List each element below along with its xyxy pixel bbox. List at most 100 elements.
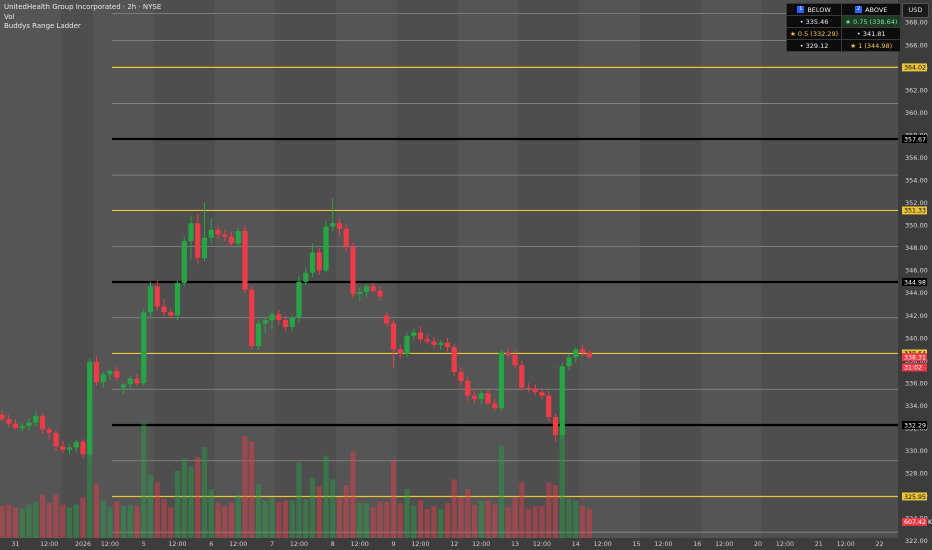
x-tick-label: 15 bbox=[632, 541, 640, 548]
current-price-tag-label: 607.42 K bbox=[904, 519, 932, 526]
candle-body bbox=[309, 252, 316, 273]
volume-indicator-label[interactable]: Vol bbox=[4, 12, 15, 21]
candle-body bbox=[424, 339, 430, 342]
session-band bbox=[700, 0, 762, 538]
y-tick-label: 354.00 bbox=[905, 177, 928, 185]
level-price-tag-label: 357.67 bbox=[904, 136, 926, 143]
volume-bar bbox=[471, 504, 478, 538]
candle-body bbox=[559, 366, 565, 436]
candle-body bbox=[93, 361, 100, 383]
candle-body bbox=[147, 286, 154, 313]
volume-bar bbox=[512, 497, 518, 538]
x-tick-label: 31 bbox=[11, 541, 19, 548]
x-tick-label: 16 bbox=[693, 541, 701, 548]
range-ladder-indicator-label[interactable]: Buddys Range Ladder bbox=[4, 22, 81, 30]
volume-bar bbox=[201, 447, 208, 538]
level-price-tag bbox=[902, 63, 927, 72]
volume-bar bbox=[235, 494, 241, 538]
volume-bar bbox=[444, 503, 451, 538]
volume-bar bbox=[60, 504, 66, 538]
x-tick-label: 12:00 bbox=[594, 541, 612, 548]
volume-bar bbox=[559, 426, 565, 538]
volume-bar bbox=[478, 500, 484, 538]
x-tick-label: 12:00 bbox=[533, 541, 551, 548]
above-header-label: ABOVE bbox=[865, 5, 888, 14]
candle-body bbox=[53, 432, 59, 447]
symbol-title[interactable]: UnitedHealth Group Incorporated · 2h · N… bbox=[4, 3, 162, 11]
y-tick-label: 340.00 bbox=[905, 334, 928, 342]
above-badge: 2 bbox=[855, 6, 863, 13]
level-price-tag bbox=[902, 134, 927, 143]
volume-bar bbox=[431, 506, 437, 538]
volume-bar bbox=[539, 506, 545, 538]
volume-bar bbox=[546, 482, 552, 538]
volume-bar bbox=[195, 457, 201, 538]
volume-bar bbox=[417, 500, 424, 538]
volume-bar bbox=[12, 507, 19, 538]
volume-bar bbox=[242, 436, 248, 538]
candle-body bbox=[458, 371, 464, 381]
volume-bar bbox=[384, 501, 390, 538]
volume-bar bbox=[498, 445, 505, 538]
x-tick-label: 12 bbox=[450, 541, 458, 548]
candle-body bbox=[188, 223, 194, 242]
candle-body bbox=[127, 378, 133, 385]
volume-bar bbox=[53, 494, 59, 538]
candle-body bbox=[60, 446, 66, 450]
below-header-label: BELOW bbox=[807, 5, 831, 14]
y-tick-label: 342.00 bbox=[905, 312, 928, 320]
x-tick-label: 12:00 bbox=[40, 541, 58, 548]
candle-body bbox=[19, 426, 25, 429]
volume-bar bbox=[404, 489, 410, 538]
y-tick-label: 360.00 bbox=[905, 109, 928, 117]
volume-bar bbox=[262, 500, 268, 538]
volume-bar bbox=[492, 504, 498, 538]
currency-button[interactable]: USD bbox=[902, 3, 929, 18]
x-tick-label: 12:00 bbox=[351, 541, 369, 548]
candle-body bbox=[478, 393, 484, 399]
volume-bar bbox=[377, 501, 383, 538]
level-price-tag-label: 351.33 bbox=[904, 208, 926, 215]
volume-bar bbox=[390, 461, 397, 538]
volume-bar bbox=[370, 507, 376, 538]
current-price-tag-label: 338.31 bbox=[904, 354, 926, 361]
session-band bbox=[93, 0, 154, 538]
session-band bbox=[0, 0, 61, 538]
volume-bar bbox=[296, 462, 302, 538]
candle-body bbox=[404, 335, 410, 354]
candle-body bbox=[208, 229, 214, 238]
x-tick-label: 12:00 bbox=[168, 541, 186, 548]
volume-bar bbox=[147, 475, 154, 538]
y-tick-label: 352.00 bbox=[905, 199, 928, 207]
above-cell-3: ★ 1 (344.98) bbox=[841, 39, 902, 52]
candle-body bbox=[87, 361, 93, 455]
y-tick-label: 366.00 bbox=[905, 41, 928, 49]
candle-body bbox=[201, 237, 208, 259]
y-tick-label: 344.00 bbox=[905, 289, 928, 297]
current-price-tag bbox=[902, 363, 927, 372]
volume-bar bbox=[303, 499, 309, 538]
x-tick-label: 5 bbox=[142, 541, 146, 548]
candle-body bbox=[26, 422, 32, 427]
candle-body bbox=[451, 347, 457, 372]
x-tick-label: 12:00 bbox=[229, 541, 247, 548]
candle-body bbox=[168, 312, 174, 316]
volume-bar bbox=[579, 506, 586, 538]
candle-body bbox=[411, 332, 417, 336]
volume-bar bbox=[46, 503, 52, 538]
candle-body bbox=[566, 357, 572, 367]
volume-bar bbox=[161, 499, 167, 538]
candle-body bbox=[519, 365, 525, 388]
candle-body bbox=[525, 387, 532, 389]
level-price-tag bbox=[902, 421, 927, 430]
candle-body bbox=[80, 441, 86, 455]
volume-bar bbox=[451, 479, 457, 538]
volume-bar bbox=[424, 508, 430, 538]
candle-body bbox=[181, 241, 187, 283]
y-tick-label: 346.00 bbox=[905, 267, 928, 275]
candle-body bbox=[370, 286, 376, 291]
chart-legend: UnitedHealth Group Incorporated · 2h · N… bbox=[4, 3, 161, 32]
above-cell-2: • 341.81 bbox=[841, 27, 902, 40]
below-badge: 1 bbox=[797, 6, 805, 13]
